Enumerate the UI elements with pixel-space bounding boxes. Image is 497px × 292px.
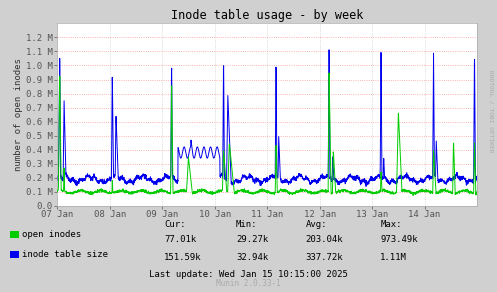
Text: 973.49k: 973.49k [380, 235, 418, 244]
Text: 77.01k: 77.01k [164, 235, 196, 244]
Text: Last update: Wed Jan 15 10:15:00 2025: Last update: Wed Jan 15 10:15:00 2025 [149, 270, 348, 279]
Text: 32.94k: 32.94k [236, 253, 268, 262]
Text: open inodes: open inodes [22, 230, 82, 239]
Text: Min:: Min: [236, 220, 257, 230]
Text: RRDTOOL / TOBI OETIKER: RRDTOOL / TOBI OETIKER [488, 70, 493, 152]
Text: 337.72k: 337.72k [306, 253, 343, 262]
Text: 1.11M: 1.11M [380, 253, 407, 262]
Title: Inode table usage - by week: Inode table usage - by week [171, 9, 363, 22]
Text: Cur:: Cur: [164, 220, 185, 230]
Text: 29.27k: 29.27k [236, 235, 268, 244]
Text: Max:: Max: [380, 220, 402, 230]
Text: 203.04k: 203.04k [306, 235, 343, 244]
Text: Avg:: Avg: [306, 220, 327, 230]
Text: inode table size: inode table size [22, 250, 108, 259]
Text: Munin 2.0.33-1: Munin 2.0.33-1 [216, 279, 281, 288]
Y-axis label: number of open inodes: number of open inodes [14, 58, 23, 171]
Text: 151.59k: 151.59k [164, 253, 202, 262]
